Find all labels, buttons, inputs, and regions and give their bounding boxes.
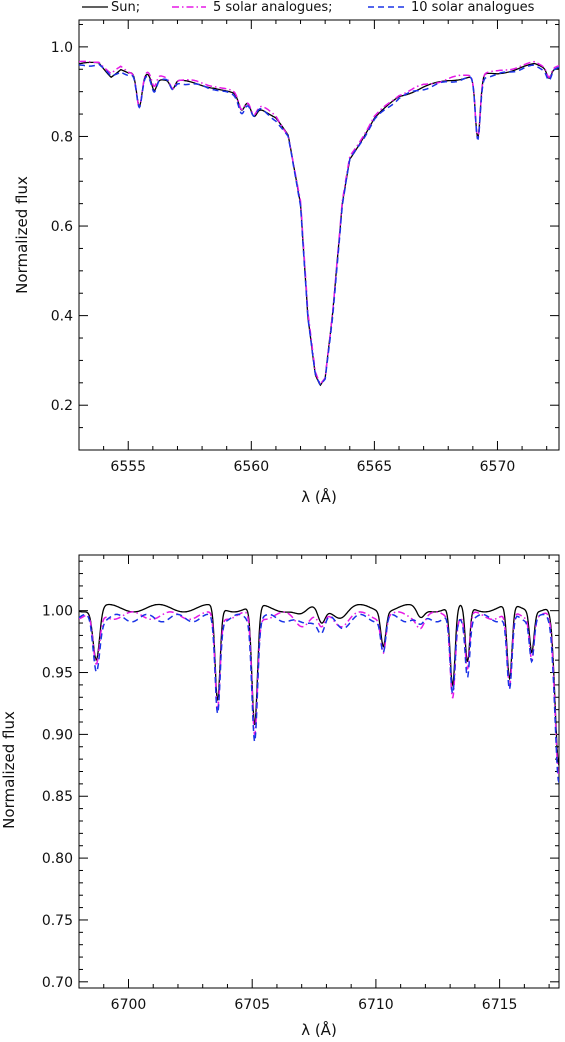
y-tick-label: 0.2 [51,398,73,414]
chart-panel-lithium: 6700 6705 6710 6715 0.70 0.75 0.80 0.85 0.90 0.95… [0,554,560,1039]
series-group [79,603,559,783]
y-tick-label: 0.90 [42,727,73,743]
y-tick-label: 0.4 [51,309,73,325]
series-line-10-solar-analogues [79,63,559,387]
x-tick-label: 6555 [110,459,146,475]
y-tick-label: 1.0 [51,40,73,56]
axis-ticks: 6700 6705 6710 6715 0.70 0.75 0.80 0.85 0.90 0.95… [42,555,559,1013]
series-line-5-solar-analogues [79,611,559,777]
plot-frame [78,19,560,451]
y-axis-label: Normalized flux [13,176,31,294]
x-axis-label: λ (Å) [301,487,337,506]
y-tick-label: 0.75 [42,913,73,929]
x-tick-label: 6565 [357,459,393,475]
y-tick-label: 0.6 [51,219,73,235]
series-line-10-solar-analogues [79,613,559,783]
chart-panel-halpha: 6555 6560 6565 6570 0.2 0.4 0.6 0.8 1.0 λ (Å) No… [13,19,560,506]
y-tick-label: 1.00 [42,604,73,620]
y-tick-label: 0.80 [42,851,73,867]
series-line-sun [79,603,559,766]
legend-label-10-analogues: 10 solar analogues [411,0,535,15]
y-axis-label: Normalized flux [0,711,18,829]
y-tick-label: 0.8 [51,129,73,145]
series-group [79,60,559,387]
legend-label-5-analogues: 5 solar analogues; [213,0,333,15]
x-tick-label: 6570 [480,459,516,475]
x-tick-label: 6705 [234,997,270,1013]
x-tick-label: 6710 [358,997,394,1013]
x-tick-label: 6715 [482,997,518,1013]
series-line-5-solar-analogues [79,60,559,386]
y-tick-label: 0.70 [42,975,73,991]
y-tick-label: 0.95 [42,666,73,682]
y-tick-label: 0.85 [42,789,73,805]
x-axis-label: λ (Å) [301,1020,337,1039]
axis-ticks: 6555 6560 6565 6570 0.2 0.4 0.6 0.8 1.0 [51,20,559,475]
x-tick-label: 6560 [233,459,269,475]
legend: Sun; 5 solar analogues; 10 solar analogu… [82,0,535,15]
series-line-sun [79,61,559,387]
legend-label-sun: Sun; [111,0,140,15]
x-tick-label: 6700 [111,997,147,1013]
